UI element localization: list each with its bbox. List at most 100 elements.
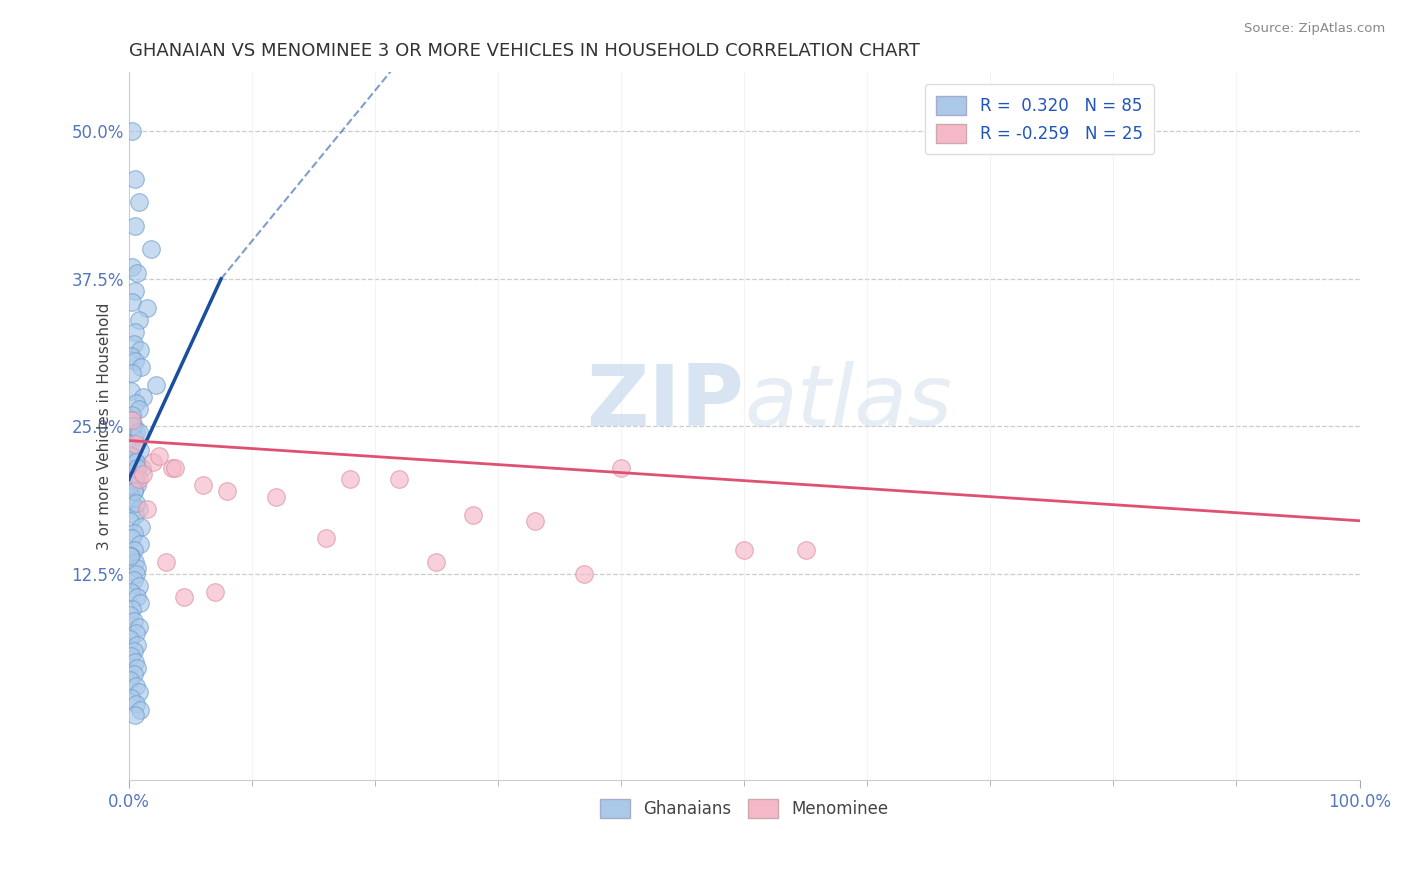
Point — [118, 632, 141, 646]
Point — [136, 502, 159, 516]
Point — [121, 366, 143, 380]
Point — [131, 460, 153, 475]
Point — [173, 591, 195, 605]
Point — [120, 413, 142, 427]
Point — [122, 667, 145, 681]
Text: Source: ZipAtlas.com: Source: ZipAtlas.com — [1244, 22, 1385, 36]
Point — [120, 490, 142, 504]
Point — [129, 519, 152, 533]
Point — [128, 473, 150, 487]
Point — [125, 496, 148, 510]
Point — [121, 408, 143, 422]
Point — [125, 455, 148, 469]
Point — [124, 354, 146, 368]
Point — [128, 620, 150, 634]
Point — [124, 325, 146, 339]
Text: atlas: atlas — [744, 361, 952, 444]
Point — [122, 484, 145, 499]
Point — [121, 124, 143, 138]
Point — [122, 543, 145, 558]
Point — [128, 442, 150, 457]
Point — [120, 349, 142, 363]
Point — [388, 473, 411, 487]
Point — [122, 419, 145, 434]
Point — [125, 679, 148, 693]
Point — [125, 697, 148, 711]
Point — [165, 460, 187, 475]
Point — [124, 656, 146, 670]
Point — [122, 573, 145, 587]
Point — [148, 449, 170, 463]
Point — [425, 555, 447, 569]
Point — [160, 460, 183, 475]
Point — [127, 266, 149, 280]
Point — [125, 566, 148, 581]
Point — [120, 649, 142, 664]
Point — [204, 584, 226, 599]
Point — [266, 490, 288, 504]
Point — [463, 508, 485, 522]
Point — [118, 467, 141, 481]
Point — [118, 437, 141, 451]
Point — [121, 449, 143, 463]
Legend: Ghanaians, Menominee: Ghanaians, Menominee — [593, 792, 896, 825]
Point — [118, 608, 141, 623]
Point — [122, 431, 145, 445]
Point — [132, 467, 155, 481]
Point — [128, 401, 150, 416]
Point — [128, 685, 150, 699]
Point — [124, 508, 146, 522]
Point — [122, 484, 145, 499]
Point — [118, 478, 141, 492]
Point — [122, 614, 145, 628]
Point — [120, 384, 142, 398]
Point — [127, 561, 149, 575]
Point — [124, 555, 146, 569]
Point — [125, 625, 148, 640]
Point — [121, 419, 143, 434]
Point — [132, 390, 155, 404]
Point — [120, 584, 142, 599]
Point — [128, 579, 150, 593]
Point — [121, 295, 143, 310]
Point — [128, 425, 150, 440]
Point — [121, 532, 143, 546]
Point — [125, 425, 148, 440]
Point — [794, 543, 817, 558]
Point — [121, 496, 143, 510]
Point — [124, 284, 146, 298]
Point — [127, 638, 149, 652]
Point — [120, 690, 142, 705]
Point — [127, 460, 149, 475]
Point — [124, 219, 146, 233]
Point — [124, 473, 146, 487]
Point — [191, 478, 214, 492]
Point — [128, 502, 150, 516]
Point — [572, 566, 595, 581]
Point — [217, 484, 239, 499]
Point — [127, 591, 149, 605]
Point — [122, 525, 145, 540]
Text: ZIP: ZIP — [586, 361, 744, 444]
Point — [145, 378, 167, 392]
Point — [118, 514, 141, 528]
Point — [118, 673, 141, 687]
Text: GHANAIAN VS MENOMINEE 3 OR MORE VEHICLES IN HOUSEHOLD CORRELATION CHART: GHANAIAN VS MENOMINEE 3 OR MORE VEHICLES… — [129, 42, 920, 60]
Point — [136, 301, 159, 316]
Point — [339, 473, 361, 487]
Point — [121, 260, 143, 274]
Point — [128, 195, 150, 210]
Y-axis label: 3 or more Vehicles in Household: 3 or more Vehicles in Household — [97, 302, 112, 550]
Point — [315, 532, 337, 546]
Point — [125, 473, 148, 487]
Point — [142, 455, 165, 469]
Point — [124, 708, 146, 723]
Point — [124, 437, 146, 451]
Point — [124, 171, 146, 186]
Point — [127, 478, 149, 492]
Point — [129, 360, 152, 375]
Point — [128, 313, 150, 327]
Point — [733, 543, 755, 558]
Point — [121, 602, 143, 616]
Point — [139, 243, 162, 257]
